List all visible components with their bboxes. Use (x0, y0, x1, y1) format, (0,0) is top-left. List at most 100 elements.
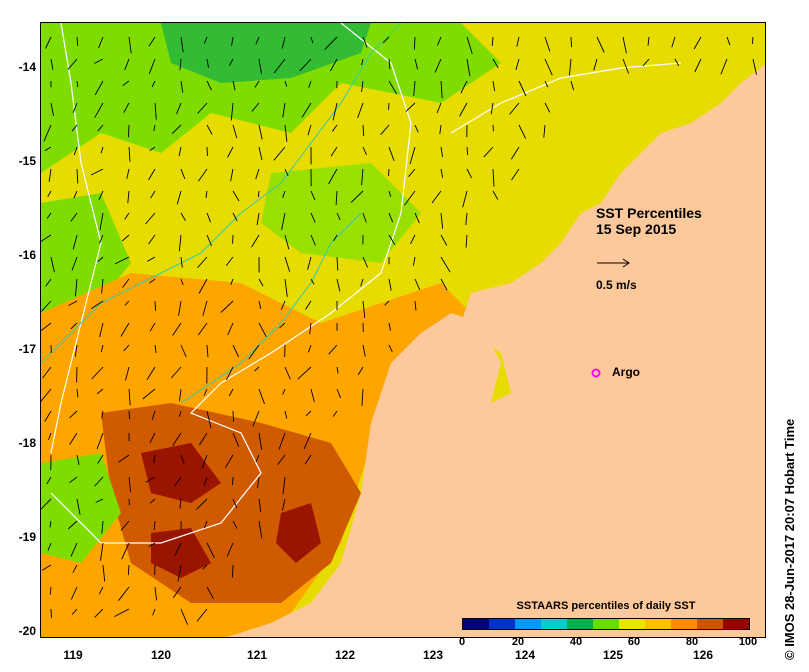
current-vector (151, 410, 156, 420)
current-vector (123, 102, 130, 113)
colorbar-swatch (697, 619, 723, 629)
current-vector (206, 542, 215, 559)
current-vector (176, 190, 182, 205)
current-vector (121, 234, 130, 242)
current-vector (284, 256, 291, 272)
current-vector (70, 212, 78, 222)
current-vector (301, 102, 312, 118)
current-vector (382, 36, 390, 44)
current-vector (49, 586, 52, 595)
current-vector (310, 234, 316, 246)
current-vector (414, 212, 420, 224)
current-vector (94, 608, 104, 618)
current-vector (178, 234, 182, 252)
current-vector (227, 146, 234, 158)
current-vector (544, 102, 551, 113)
current-vector (97, 256, 104, 263)
current-vector (671, 36, 676, 48)
current-vector (440, 80, 443, 99)
current-vector (258, 388, 265, 404)
current-vector (96, 432, 104, 450)
current-vector (362, 146, 367, 155)
current-vector (726, 36, 731, 46)
current-vector (76, 168, 79, 184)
current-vector (94, 102, 104, 118)
current-vector (273, 146, 286, 161)
current-vector (44, 146, 52, 152)
current-vector (384, 300, 390, 306)
current-vector (73, 146, 78, 156)
current-vector (195, 498, 208, 510)
current-vector (330, 146, 338, 157)
current-vector (128, 124, 130, 138)
current-vector (324, 36, 338, 50)
current-vector (71, 256, 78, 271)
current-vector (180, 80, 184, 93)
current-vector (180, 36, 184, 53)
current-vector (440, 278, 448, 291)
current-vector (408, 168, 416, 177)
current-vector (90, 168, 104, 176)
current-vector (73, 190, 78, 199)
current-vector (179, 388, 182, 402)
current-vector (516, 36, 520, 47)
current-vector (284, 366, 291, 380)
current-vector (258, 300, 262, 309)
current-vector (593, 58, 598, 71)
current-vector (154, 586, 158, 601)
y-tick-label: -17 (18, 342, 36, 356)
colorbar-swatch (671, 619, 697, 629)
current-vector (76, 454, 80, 465)
colorbar-swatch (489, 619, 515, 629)
current-vector (149, 146, 156, 152)
argo-label: Argo (612, 365, 640, 379)
current-vector (284, 124, 288, 142)
bathy-line (41, 23, 402, 364)
y-tick-label: -16 (18, 248, 36, 262)
current-vector (431, 190, 442, 204)
x-tick-label: 119 (63, 648, 83, 662)
contour-inner (50, 23, 412, 544)
current-vector (180, 168, 186, 180)
current-vector (99, 322, 104, 338)
current-vector (232, 432, 240, 447)
current-vector (232, 344, 240, 358)
x-tick-label: 120 (150, 648, 172, 662)
current-vector (202, 300, 208, 316)
y-tick-label: -19 (18, 530, 36, 544)
current-vector (388, 102, 390, 110)
current-vector (179, 58, 182, 71)
green-region-core (161, 23, 371, 83)
current-vector (412, 256, 416, 266)
current-vector (492, 168, 495, 187)
current-vector (258, 58, 262, 75)
current-vector (202, 564, 208, 570)
colorbar-swatch (463, 619, 489, 629)
current-vector (570, 80, 575, 91)
bathy-line-2 (180, 212, 362, 404)
current-vector (41, 564, 52, 571)
current-vector (124, 212, 130, 220)
current-vector (102, 564, 106, 582)
current-vector (50, 102, 55, 116)
current-vector (279, 322, 286, 329)
current-vector (281, 212, 286, 231)
current-vector (122, 80, 130, 86)
current-vector (220, 300, 234, 313)
current-vector (466, 168, 473, 179)
current-vector (248, 344, 260, 360)
current-vector (388, 212, 394, 223)
current-vector (72, 564, 78, 573)
current-vector (128, 388, 131, 406)
current-vector (148, 58, 156, 75)
current-vector (96, 388, 104, 395)
current-vector (204, 520, 208, 529)
current-vector (273, 58, 286, 74)
current-vector (362, 212, 367, 223)
x-tick-label: 124 (514, 648, 536, 662)
current-vector (122, 278, 130, 288)
current-vector (76, 388, 79, 398)
current-vector (622, 36, 627, 54)
current-vector (357, 366, 364, 376)
current-vector (45, 36, 52, 49)
